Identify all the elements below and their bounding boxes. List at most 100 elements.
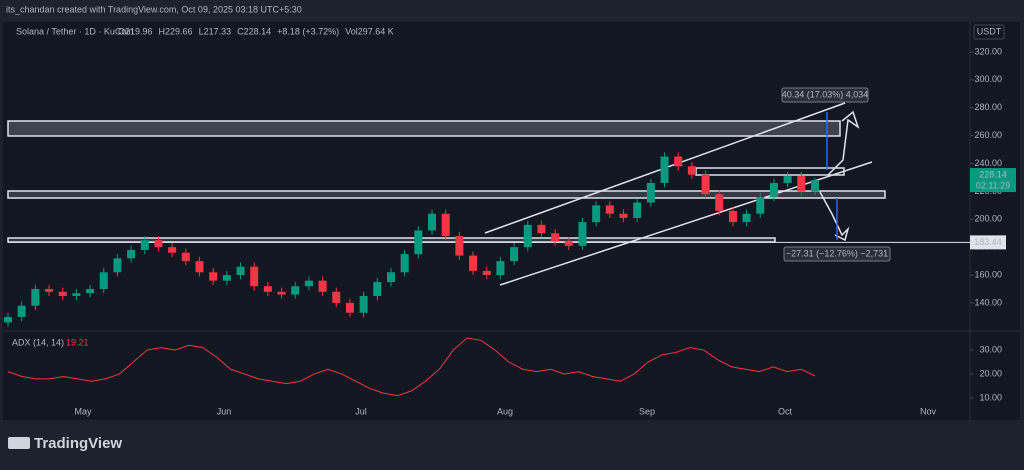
legend-item: Vol297.64 K [345, 26, 394, 36]
candle-body [168, 247, 177, 253]
candle-body [195, 261, 204, 273]
candle-body [181, 252, 190, 262]
candle-body [250, 266, 259, 287]
currency-box [973, 24, 1005, 40]
y-tick-label: 320.00 [974, 46, 1002, 56]
candle-body [482, 270, 491, 276]
legend-item: O219.96 [118, 26, 153, 36]
candle-body [769, 183, 778, 197]
candle-body [728, 210, 737, 223]
support-zone-2 [7, 237, 776, 243]
candle-body [4, 316, 12, 323]
level-label: 183.44 [974, 237, 1002, 247]
price-tag [970, 168, 1016, 193]
channel-lower [499, 161, 873, 286]
candle-body [646, 183, 655, 203]
breakout-box [695, 167, 845, 176]
candle-body [58, 291, 67, 296]
candle-body [99, 272, 108, 290]
candle-body [263, 286, 272, 292]
y-tick-label: 200.00 [974, 214, 1002, 224]
annotation-box [783, 246, 891, 262]
candle-body [318, 280, 327, 292]
candle-body [441, 213, 450, 237]
candle-body [523, 224, 532, 248]
support-zone [7, 190, 886, 199]
candle-body [86, 289, 95, 294]
candle-body [811, 180, 819, 192]
x-tick-label: Jun [217, 406, 232, 416]
x-tick-label: Sep [639, 406, 655, 416]
symbol-title: Solana / Tether · 1D · KuCoin [16, 26, 133, 36]
x-tick-label: May [74, 406, 92, 416]
y-tick-label: 260.00 [974, 130, 1002, 140]
candle-body [345, 302, 354, 313]
candle-body [660, 156, 669, 184]
level-tag [970, 235, 1006, 250]
candle-body [332, 291, 341, 303]
logo-text: TradingView [34, 435, 122, 452]
candle-body [291, 286, 300, 295]
candle-body [154, 240, 163, 248]
candle-body [414, 230, 423, 255]
candle-body [17, 305, 26, 317]
candle-body [72, 293, 81, 296]
candle-body [619, 213, 628, 218]
candle-body [783, 176, 792, 184]
y-tick-label: 30.00 [979, 344, 1002, 354]
chart-area [3, 22, 1020, 420]
logo-icon [8, 437, 30, 449]
adx-line [7, 337, 816, 397]
candle-body [592, 205, 601, 223]
ohlc-legend: O219.96 H229.66 L217.33 C228.14 +8.18 (+3.72… [118, 26, 394, 36]
y-tick-label: 160.00 [974, 269, 1002, 279]
countdown: 02:11:29 [976, 180, 1010, 190]
drawings [7, 102, 970, 286]
candle-body [222, 275, 231, 281]
candle-body [551, 233, 560, 242]
x-tick-label: Oct [778, 406, 793, 416]
candle-body [742, 213, 751, 223]
annotation: −27.31 (−12.76%) −2,731 [786, 248, 888, 258]
up-arrow [827, 110, 860, 176]
logo: TradingView [8, 435, 122, 452]
candle-body [45, 289, 54, 292]
annotation-box [781, 87, 869, 103]
y-tick-label: 240.00 [974, 158, 1002, 168]
candle-body [756, 196, 765, 214]
candle-body [277, 291, 286, 295]
x-tick-label: Aug [497, 406, 513, 416]
candle-body [469, 255, 478, 271]
candle-body [564, 241, 573, 246]
x-tick-label: Jul [355, 406, 367, 416]
candle-body [140, 240, 149, 250]
candle-body [537, 224, 546, 234]
candle-body [113, 258, 122, 273]
last-price: 228.14 [979, 169, 1007, 179]
adx-value: 19.21 [66, 337, 89, 347]
candle-body [701, 174, 710, 195]
candle-body [236, 266, 245, 276]
candle-body [715, 194, 724, 211]
adx-title: ADX (14, 14) [12, 337, 64, 347]
candle-body [359, 295, 368, 313]
candle-body [633, 202, 642, 218]
candle-body [605, 205, 614, 214]
y-tick-label: 140.00 [974, 297, 1002, 307]
candle-body [209, 272, 218, 281]
candle-body [127, 249, 136, 259]
candle-body [687, 166, 696, 175]
legend-item: L217.33 [199, 26, 232, 36]
candle-body [400, 254, 409, 273]
candle-body [797, 176, 806, 192]
resistance-zone [7, 120, 841, 137]
credit: its_chandan created with TradingView.com… [6, 4, 302, 14]
candle-body [373, 282, 382, 296]
y-tick-label: 10.00 [979, 392, 1002, 402]
candle-body [578, 222, 587, 246]
down-arrow [819, 191, 850, 242]
y-tick-label: 280.00 [974, 102, 1002, 112]
legend-item: H229.66 [159, 26, 193, 36]
y-tick-label: 20.00 [979, 368, 1002, 378]
